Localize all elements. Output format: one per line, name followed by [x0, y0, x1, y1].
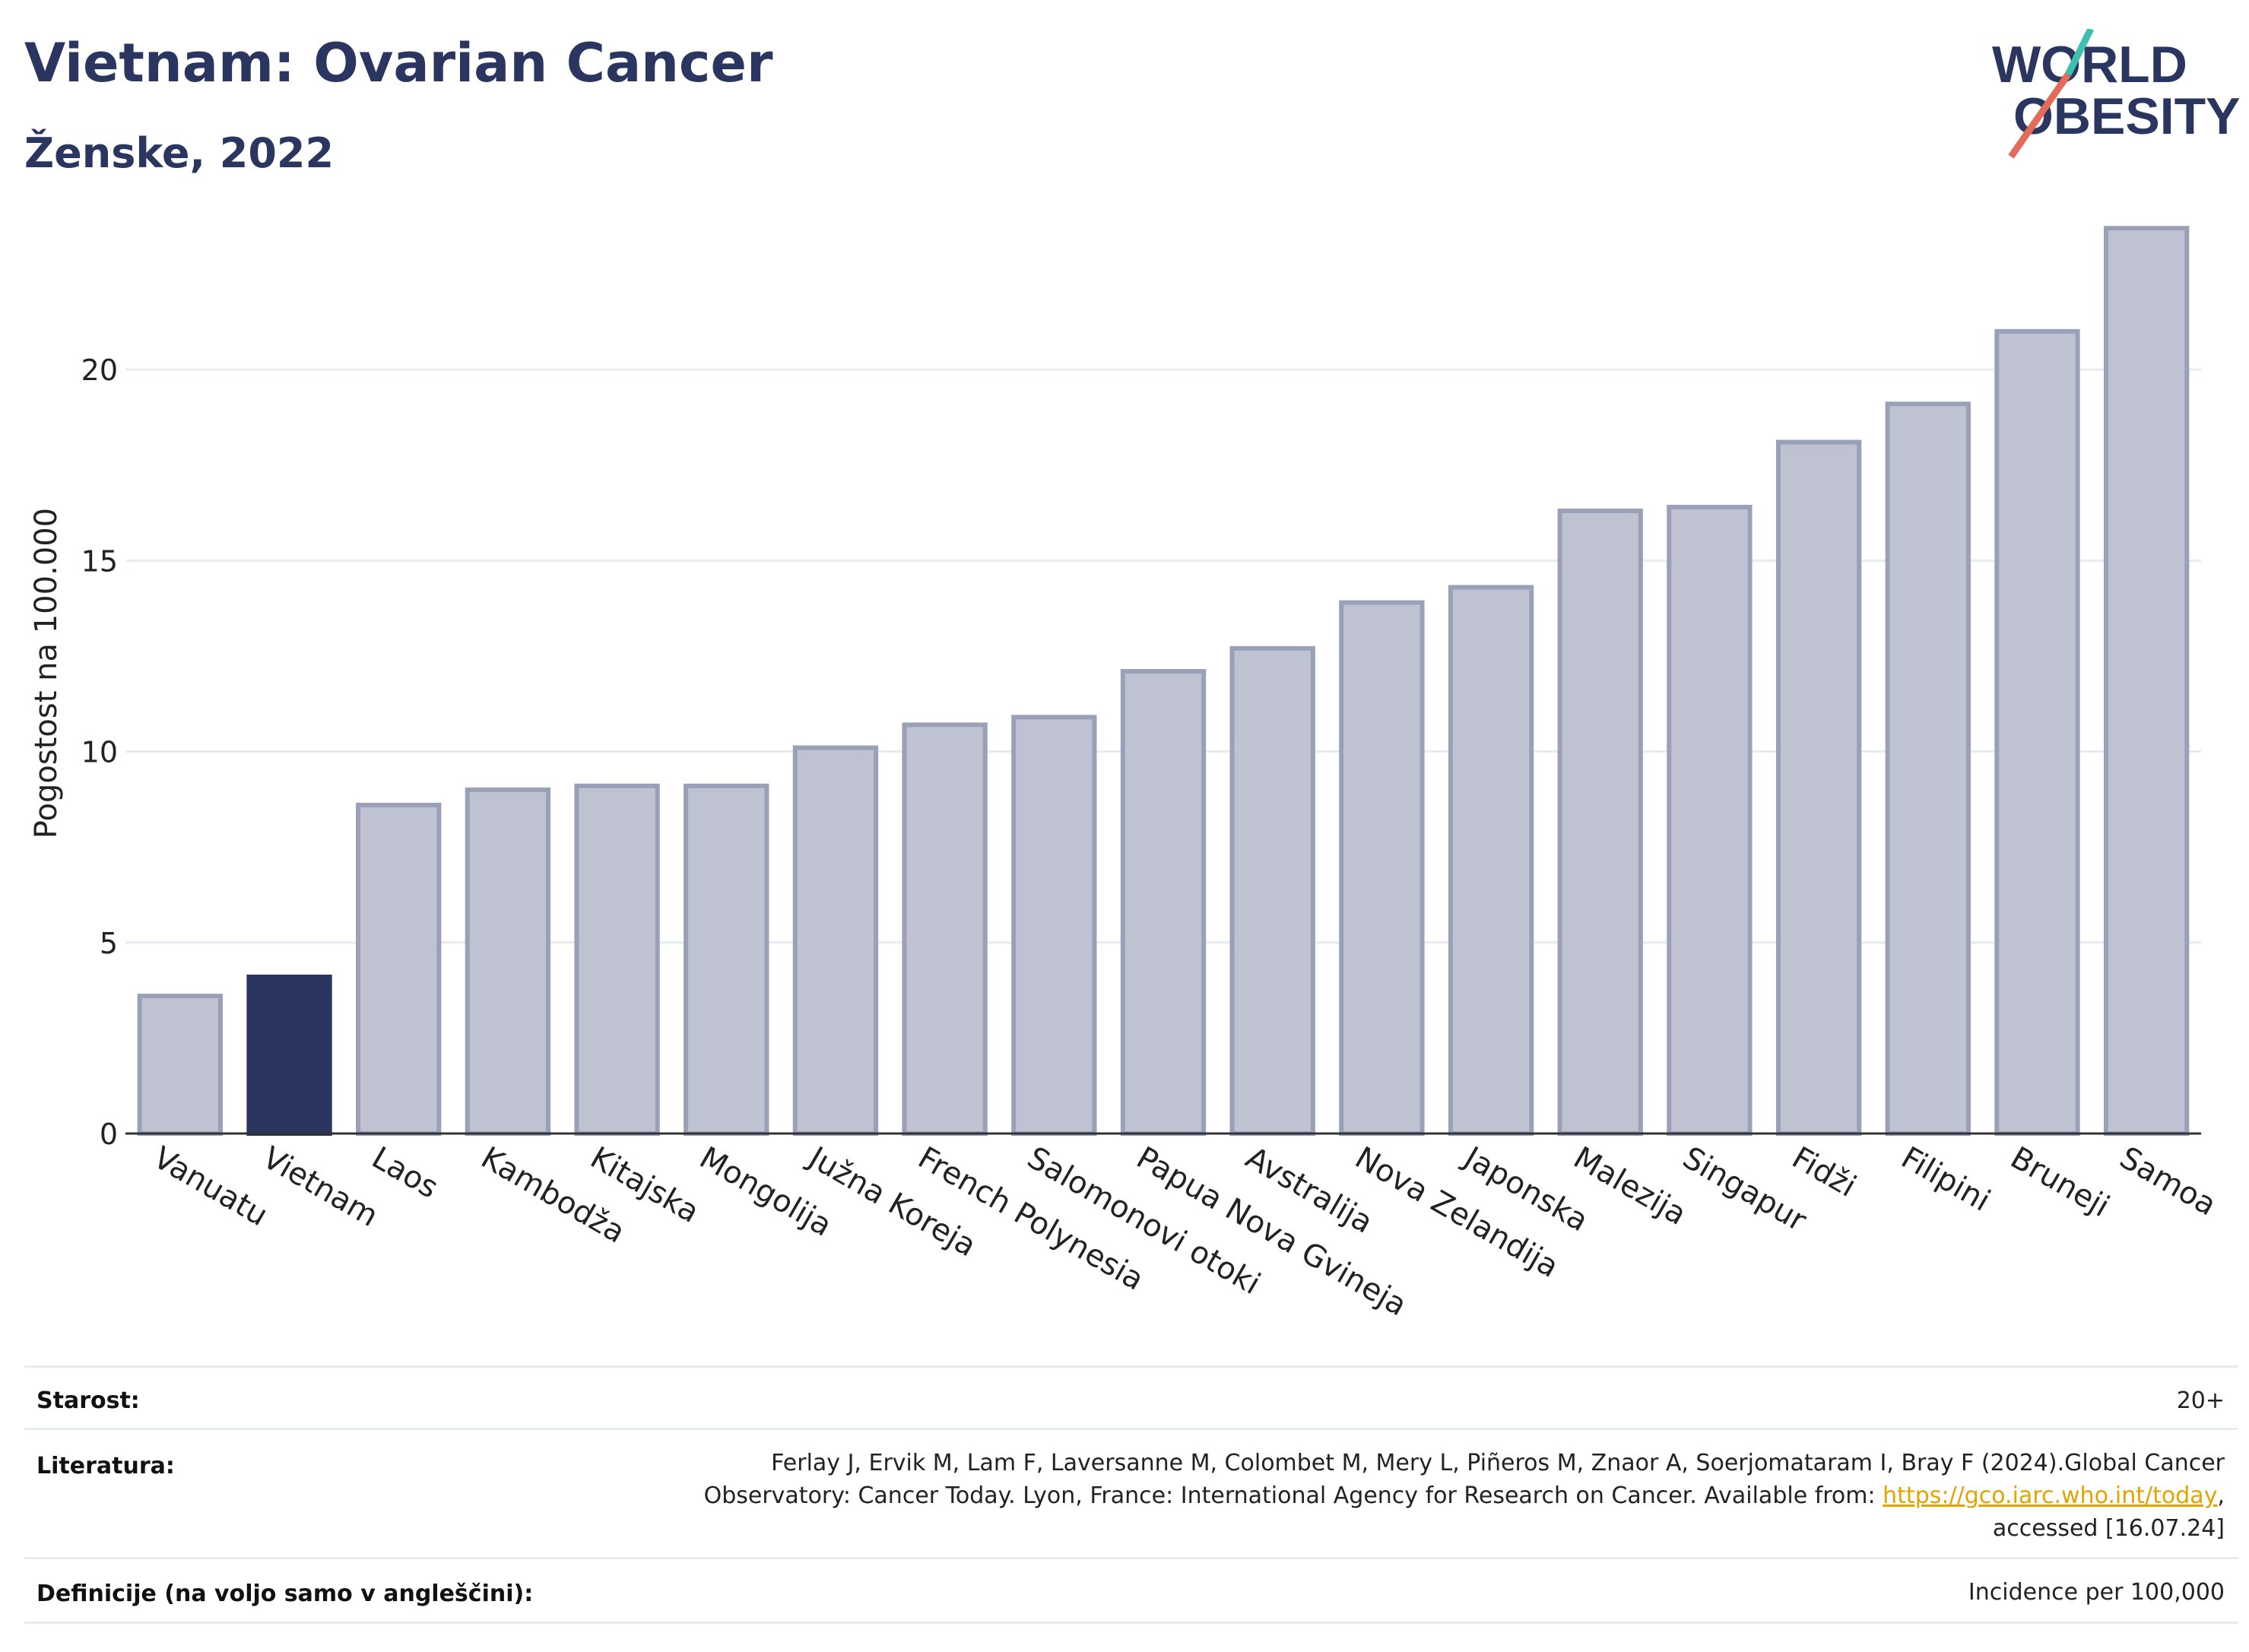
age-label: Starost: — [36, 1387, 140, 1414]
age-row: Starost: 20+ — [24, 1365, 2238, 1430]
bar-vanuatu[interactable] — [137, 994, 224, 1137]
bar-mongolija[interactable] — [684, 783, 769, 1137]
bar-laos[interactable] — [356, 802, 442, 1137]
reference-line2: Observatory: Cancer Today. Lyon, France:… — [704, 1479, 2225, 1512]
definition-label: Definicije (na voljo samo v angleščini): — [36, 1581, 534, 1607]
bar-bruneji[interactable] — [1994, 328, 2080, 1136]
logo-slash-coral — [2008, 72, 2071, 159]
reference-text: Ferlay J, Ervik M, Lam F, Laversanne M, … — [704, 1447, 2225, 1545]
reference-row: Literatura: Ferlay J, Ervik M, Lam F, La… — [24, 1428, 2238, 1559]
reference-line2-text: Observatory: Cancer Today. Lyon, France:… — [703, 1482, 1883, 1509]
bar-filipini[interactable] — [1885, 401, 1971, 1136]
logo-slash-teal — [2064, 29, 2095, 77]
bar-kitajska[interactable] — [574, 783, 660, 1137]
x-tick-label: Singapur — [1676, 1140, 1812, 1239]
bar-french-polynesia[interactable] — [902, 722, 988, 1136]
bar-nova-zelandija[interactable] — [1339, 600, 1425, 1136]
y-axis-label: Pogostost na 100.000 — [29, 508, 64, 839]
bar-salomonovi-otoki[interactable] — [1011, 715, 1097, 1136]
reference-link[interactable]: https://gco.iarc.who.int/today — [1883, 1482, 2218, 1509]
y-tick-label: 20 — [81, 354, 118, 387]
age-value: 20+ — [2176, 1387, 2225, 1414]
bar-vietnam[interactable] — [246, 974, 332, 1137]
x-tick-label: Bruneji — [2004, 1140, 2114, 1225]
reference-line1: Ferlay J, Ervik M, Lam F, Laversanne M, … — [771, 1450, 2225, 1476]
reference-line2-end: , — [2217, 1482, 2225, 1509]
logo-line1: WORLD — [1992, 36, 2187, 94]
bar-južna-koreja[interactable] — [792, 745, 879, 1137]
x-tick-label: Filipini — [1895, 1140, 1996, 1219]
bar-kambodža[interactable] — [465, 787, 551, 1136]
x-tick-label: Vietnam — [257, 1140, 384, 1234]
bar-fidži[interactable] — [1775, 439, 1862, 1136]
x-tick-label: Vanuatu — [148, 1140, 274, 1233]
page-subtitle: Ženske, 2022 — [24, 129, 335, 177]
y-tick-label: 15 — [81, 544, 118, 578]
definition-value: Incidence per 100,000 — [1968, 1579, 2225, 1606]
bars — [137, 226, 2190, 1137]
bar-samoa[interactable] — [2103, 226, 2190, 1136]
x-tick-label: Samoa — [2114, 1140, 2222, 1223]
bar-singapur[interactable] — [1667, 504, 1753, 1136]
page-title: Vietnam: Ovarian Cancer — [24, 32, 773, 94]
y-tick-label: 5 — [100, 927, 118, 960]
y-tick-label: 10 — [81, 736, 118, 769]
world-obesity-logo: WORLD OBESITY — [1992, 29, 2241, 159]
reference-label: Literatura: — [36, 1453, 175, 1479]
y-axis-ticks: 0 5 10 15 20 — [81, 354, 118, 1151]
bar-papua-nova-gvineja[interactable] — [1120, 669, 1207, 1136]
x-tick-label: Fidži — [1786, 1140, 1862, 1204]
bar-avstralija[interactable] — [1229, 645, 1315, 1136]
bar-japonska[interactable] — [1448, 585, 1534, 1136]
reference-line3: accessed [16.07.24] — [1992, 1515, 2225, 1542]
definition-row: Definicije (na voljo samo v angleščini):… — [24, 1557, 2238, 1624]
y-tick-label: 0 — [100, 1118, 118, 1151]
x-tick-label: Laos — [366, 1140, 444, 1206]
bar-malezija[interactable] — [1557, 509, 1643, 1136]
